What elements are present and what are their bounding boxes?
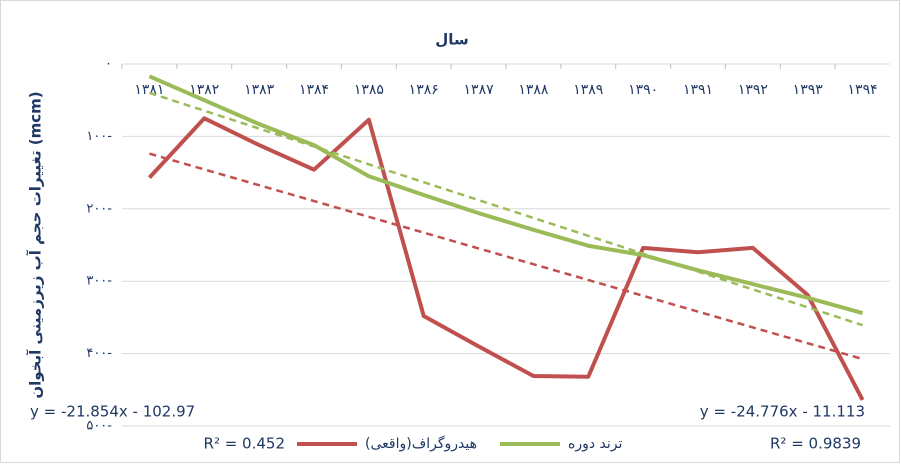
series-line (148, 74, 864, 315)
x-tick-label: ۱۳۹۴ (848, 82, 878, 98)
chart-title: سال (435, 31, 468, 49)
series-line (147, 116, 865, 401)
y-tick-label: -۴۰۰ (86, 346, 112, 361)
r-squared: R² = 0.9839 (770, 435, 861, 453)
x-tick-label: ۱۳۹۰ (628, 82, 658, 98)
x-tick-label: ۱۳۸۳ (244, 82, 275, 98)
x-tick-label: ۱۳۸۷ (464, 82, 495, 98)
x-tick-label: ۱۳۹۳ (793, 82, 824, 98)
x-tick-label: ۱۳۸۲ (189, 82, 219, 98)
y-tick-label: -۱۰۰ (86, 129, 112, 144)
x-tick-label: ۱۳۸۹ (573, 82, 603, 98)
x-tick-label: ۱۳۹۲ (738, 82, 768, 98)
legend-label: ترند دوره (568, 436, 623, 452)
y-axis-label: تغییرات حجم آب زیرزمینی آبخوان (mcm) (27, 91, 45, 398)
y-tick-label: -۳۰۰ (86, 274, 112, 289)
x-tick-label: ۱۳۸۱ (134, 82, 164, 98)
trend-line (149, 152, 863, 361)
x-tick-label: ۱۳۹۱ (683, 82, 713, 98)
trend-equation: y = -21.854x - 102.97 (30, 403, 195, 421)
trend-line (149, 91, 863, 327)
r-squared: R² = 0.452 (204, 435, 285, 453)
y-tick-label: -۲۰۰ (86, 201, 112, 216)
x-tick-label: ۱۳۸۵ (354, 82, 384, 98)
x-tick-label: ۱۳۸۸ (518, 82, 549, 98)
legend-label: هیدروگراف(واقعی) (365, 435, 477, 452)
x-tick-label: ۱۳۸۶ (409, 82, 439, 98)
y-tick-label: -۵۰۰ (86, 419, 112, 434)
y-tick-label: ۰ (105, 57, 112, 72)
x-tick-label: ۱۳۸۴ (299, 82, 329, 98)
trend-equation: y = -24.776x - 11.113 (700, 403, 865, 421)
